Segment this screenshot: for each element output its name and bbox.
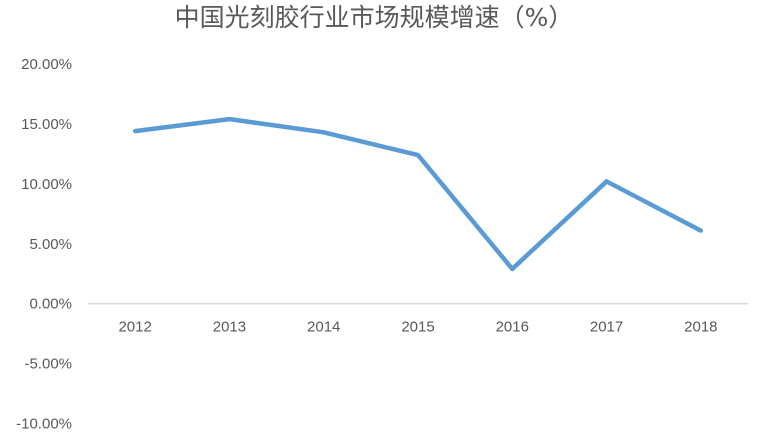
data-point-2016 xyxy=(510,266,515,272)
x-tick-label: 2014 xyxy=(307,319,340,336)
y-tick-label: -10.00% xyxy=(16,416,72,433)
x-tick-label: 2015 xyxy=(401,319,434,336)
y-tick-label: 15.00% xyxy=(21,116,72,133)
data-point-2017 xyxy=(604,179,609,184)
y-tick-label: 5.00% xyxy=(29,236,72,253)
y-tick-label: 20.00% xyxy=(21,56,72,73)
series-line xyxy=(134,116,702,272)
data-point-2018 xyxy=(698,228,704,233)
chart-title: 中国光刻胶行业市场规模增速（%） xyxy=(175,3,574,32)
x-tick-label: 2017 xyxy=(590,319,623,336)
y-tick-label: -5.00% xyxy=(24,356,72,373)
y-tick-label: 10.00% xyxy=(21,176,72,193)
data-point-2014 xyxy=(321,130,326,135)
data-point-2012 xyxy=(132,128,138,134)
data-point-2013 xyxy=(227,116,232,122)
x-tick-label: 2013 xyxy=(213,319,246,336)
x-tick-label: 2016 xyxy=(496,319,529,336)
data-point-2015 xyxy=(415,152,421,158)
x-tick-label: 2012 xyxy=(118,319,151,336)
x-tick-label: 2018 xyxy=(684,319,717,336)
y-tick-label: 0.00% xyxy=(29,296,72,313)
